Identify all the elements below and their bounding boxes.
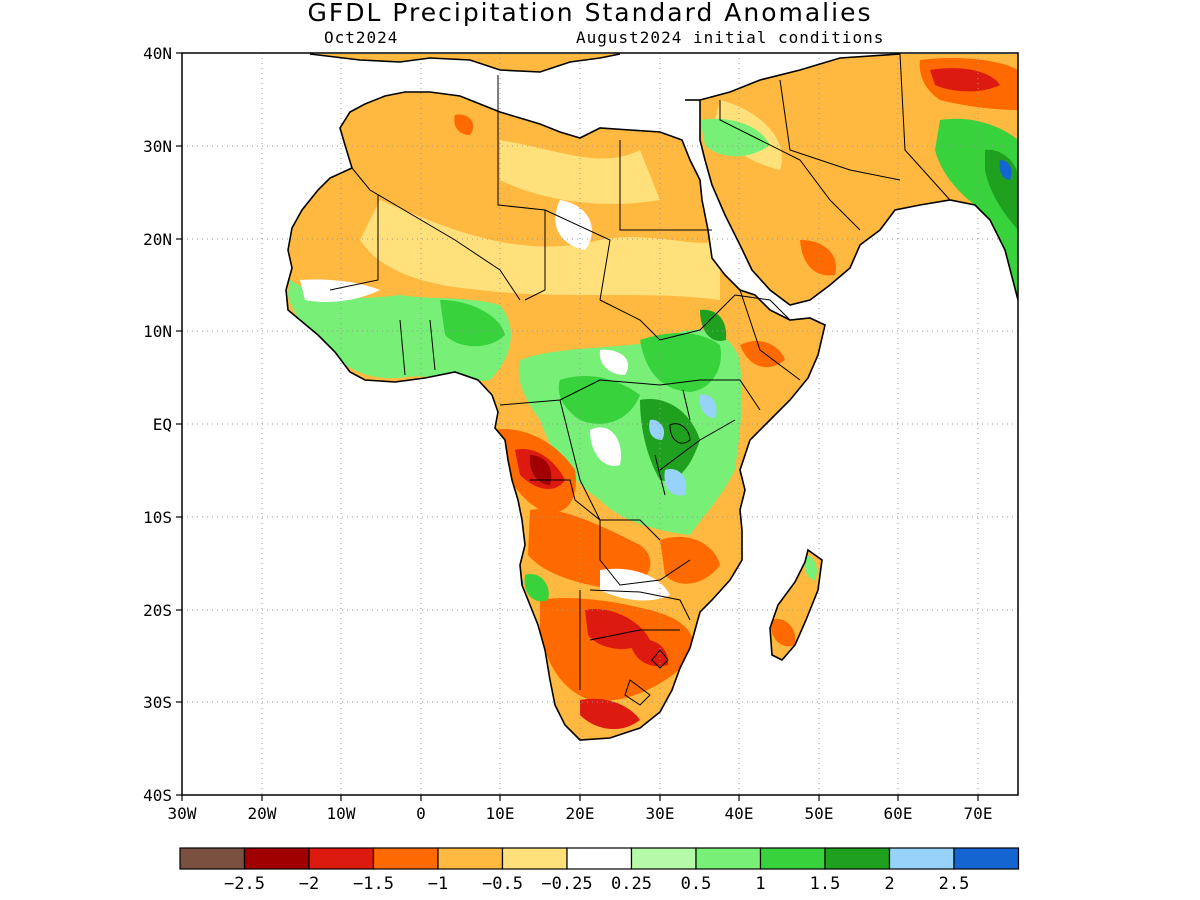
colorbar-swatch [243,847,310,870]
borders [329,53,951,706]
colorbar-swatch [630,847,697,870]
lat-label: 40S [143,786,172,805]
colorbar-label: −1.5 [353,874,394,894]
colorbar-label: −1 [428,874,448,894]
lat-label: 10N [143,322,172,341]
lat-label: EQ [153,415,172,434]
colorbar-labels: −2.5 −2 −1.5 −1 −0.5 −0.25 0.25 0.5 1 1.5 2 2.5 [224,874,969,894]
lon-label: 0 [416,804,426,823]
lon-label: 40E [725,804,754,823]
colorbar-swatch [437,847,504,870]
lon-label: 30W [168,804,197,823]
colorbar-label: 1.5 [810,874,841,894]
tick-marks [176,52,979,801]
lat-label: 30S [143,693,172,712]
colorbar-label: −0.25 [541,874,592,894]
lon-label: 50E [805,804,834,823]
colorbar-swatch [372,847,439,870]
colorbar-swatch [695,847,762,870]
lon-label: 70E [964,804,993,823]
lat-label: 10S [143,508,172,527]
colorbar-label: 0.25 [611,874,652,894]
lon-label: 30E [646,804,675,823]
colorbar-label: 2.5 [939,874,970,894]
lat-labels: 40N 30N 20N 10N EQ 10S 20S 30S 40S [143,44,172,805]
lon-label: 20E [566,804,595,823]
forecast-month: Oct2024 [324,28,399,47]
initial-conditions: August2024 initial conditions [576,28,885,47]
graticule [182,53,1018,795]
lat-label: 40N [143,44,172,63]
lon-label: 10E [486,804,515,823]
lon-label: 60E [884,804,913,823]
lon-label: 10W [327,804,356,823]
colorbar-swatch [953,847,1020,870]
colorbar-label: −2.5 [224,874,265,894]
colorbar-swatch [179,847,246,870]
colorbar-label: −0.5 [482,874,523,894]
lon-label: 20W [248,804,277,823]
colorbar-swatch [824,847,891,870]
colorbar-label: 1 [755,874,765,894]
colorbar-label: 2 [884,874,894,894]
colorbar-swatch [308,847,375,870]
colorbar-swatch [566,847,633,870]
colorbar-swatch [501,847,568,870]
lat-label: 20S [143,601,172,620]
lat-label: 30N [143,137,172,156]
colorbar [179,847,1020,870]
colorbar-label: 0.5 [681,874,712,894]
lat-label: 20N [143,230,172,249]
lon-labels: 30W 20W 10W 0 10E 20E 30E 40E 50E 60E 70… [168,804,993,823]
map-title: GFDL Precipitation Standard Anomalies [307,0,873,27]
colorbar-label: −2 [299,874,319,894]
colorbar-swatch [759,847,826,870]
colorbar-swatch [888,847,955,870]
coastlines [285,53,1018,741]
